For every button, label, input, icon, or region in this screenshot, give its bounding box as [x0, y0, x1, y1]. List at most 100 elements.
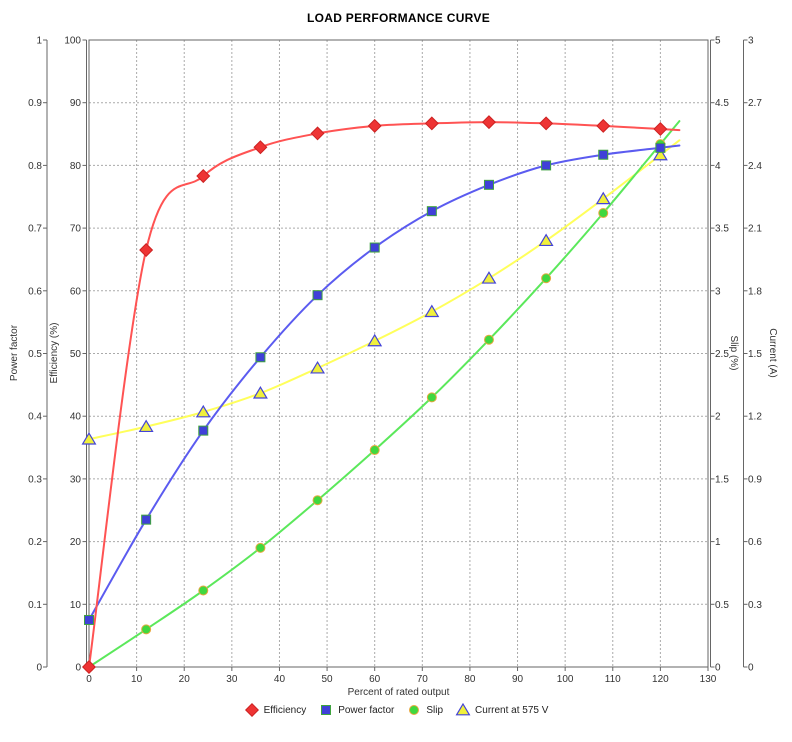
- diamond-marker: [367, 118, 382, 133]
- data-series: [81, 115, 681, 675]
- triangle-marker: [310, 360, 326, 374]
- y-tick-label-power_factor: 0.7: [28, 224, 42, 235]
- y-tick-label-efficiency: 50: [70, 349, 82, 360]
- x-axis-title: Percent of rated output: [347, 687, 450, 698]
- y-tick-label-current: 0.9: [748, 474, 762, 485]
- axes: 00.10.20.30.40.50.60.70.80.9101020304050…: [28, 36, 762, 686]
- legend-item-slip: Slip: [406, 703, 443, 717]
- circle-marker: [426, 392, 437, 403]
- y-tick-label-efficiency: 60: [70, 286, 82, 297]
- plot-border: [88, 39, 709, 668]
- y-tick-label-slip: 3.5: [715, 224, 729, 235]
- y-tick-label-efficiency: 80: [70, 161, 82, 172]
- y-tick-label-power_factor: 0.2: [28, 537, 42, 548]
- y-tick-label-current: 3: [748, 36, 754, 47]
- square-marker: [483, 179, 494, 190]
- y-tick-label-slip: 0: [715, 663, 721, 674]
- y-tick-label-slip: 4: [715, 161, 721, 172]
- x-tick-label: 70: [417, 674, 429, 685]
- square-marker: [426, 206, 437, 217]
- y-tick-label-power_factor: 0.9: [28, 98, 42, 109]
- circle-marker: [409, 705, 420, 715]
- y-tick-label-power_factor: 1: [36, 36, 42, 47]
- legend-item-efficiency: Efficiency: [244, 703, 307, 717]
- circle-marker: [255, 542, 266, 553]
- circle-marker: [141, 624, 152, 635]
- x-tick-label: 10: [131, 674, 143, 685]
- diamond-marker: [596, 118, 611, 133]
- axis-title-current: Current (A): [767, 328, 778, 377]
- triangle-marker: [652, 147, 668, 161]
- y-tick-label-current: 2.4: [748, 161, 762, 172]
- x-tick-label: 50: [322, 674, 334, 685]
- y-tick-label-power_factor: 0.1: [28, 600, 42, 611]
- y-tick-label-power_factor: 0.6: [28, 286, 42, 297]
- y-tick-label-efficiency: 40: [70, 412, 82, 423]
- slip-circle-icon: [406, 703, 422, 717]
- y-tick-label-efficiency: 0: [75, 663, 81, 674]
- x-tick-label: 0: [86, 674, 92, 685]
- circle-marker: [198, 585, 209, 596]
- diamond-marker: [196, 169, 211, 184]
- circle-marker: [369, 445, 380, 456]
- y-tick-label-power_factor: 0.3: [28, 474, 42, 485]
- x-tick-label: 30: [226, 674, 238, 685]
- efficiency-diamond-icon: [244, 703, 260, 717]
- legend-label: Current at 575 V: [475, 704, 549, 716]
- y-tick-label-slip: 5: [715, 36, 721, 47]
- triangle-marker: [481, 271, 497, 284]
- x-tick-label: 60: [369, 674, 381, 685]
- diamond-marker: [539, 116, 554, 131]
- square-marker: [655, 142, 666, 153]
- y-tick-label-current: 0.3: [748, 600, 762, 611]
- diamond-marker: [139, 243, 154, 258]
- square-marker: [84, 614, 94, 625]
- x-tick-label: 80: [464, 674, 476, 685]
- y-tick-label-current: 1.5: [748, 349, 762, 360]
- square-marker: [369, 242, 380, 253]
- axis-title-slip: Slip (%): [728, 335, 739, 370]
- x-tick-label: 120: [652, 674, 669, 685]
- square-marker: [255, 352, 266, 363]
- axis-title-efficiency: Efficiency (%): [49, 323, 60, 384]
- triangle-marker: [195, 404, 211, 418]
- power-factor-square-icon: [318, 703, 334, 717]
- square-marker: [541, 160, 552, 171]
- circle-marker: [312, 495, 323, 506]
- circle-marker: [541, 273, 552, 284]
- y-tick-label-slip: 1.5: [715, 474, 729, 485]
- axis-title-power-factor: Power factor: [9, 324, 20, 381]
- y-tick-label-power_factor: 0: [36, 663, 42, 674]
- x-tick-label: 20: [179, 674, 191, 685]
- x-tick-label: 40: [274, 674, 286, 685]
- diamond-marker: [424, 116, 439, 131]
- triangle-marker: [367, 333, 383, 347]
- square-marker: [141, 514, 152, 525]
- y-tick-label-slip: 4.5: [715, 98, 729, 109]
- legend: Efficiency Power factor Slip Current at …: [0, 703, 792, 717]
- diamond-marker: [310, 126, 325, 141]
- y-tick-label-power_factor: 0.4: [28, 412, 42, 423]
- triangle-marker: [538, 233, 554, 247]
- diamond-marker: [253, 140, 268, 155]
- circle-marker: [483, 334, 494, 345]
- legend-label: Slip: [426, 704, 444, 716]
- axis-titles: Power factor Efficiency (%) Slip (%) Cur…: [9, 323, 778, 384]
- y-tick-label-efficiency: 30: [70, 474, 82, 485]
- circle-marker: [598, 208, 609, 219]
- y-tick-label-slip: 3: [715, 286, 721, 297]
- trend-line-square: [88, 144, 681, 621]
- x-tick-label: 110: [605, 674, 621, 685]
- diamond-marker: [653, 122, 668, 137]
- y-tick-label-power_factor: 0.5: [28, 349, 42, 360]
- y-tick-label-current: 0: [748, 663, 754, 674]
- square-marker: [198, 425, 209, 436]
- legend-label: Efficiency: [263, 704, 307, 716]
- y-tick-label-slip: 2: [715, 412, 721, 423]
- y-tick-label-efficiency: 20: [70, 537, 82, 548]
- square-marker: [598, 149, 609, 160]
- triangle-marker: [424, 304, 440, 318]
- y-tick-label-current: 2.7: [748, 98, 762, 109]
